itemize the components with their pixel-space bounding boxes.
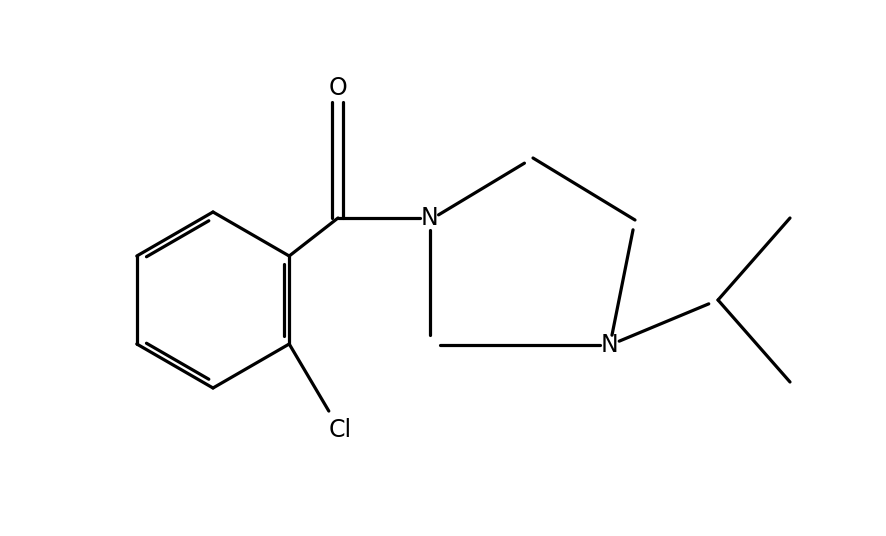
Text: N: N — [601, 333, 619, 357]
Text: Cl: Cl — [329, 418, 352, 442]
Text: O: O — [329, 76, 347, 100]
Text: N: N — [421, 206, 439, 230]
